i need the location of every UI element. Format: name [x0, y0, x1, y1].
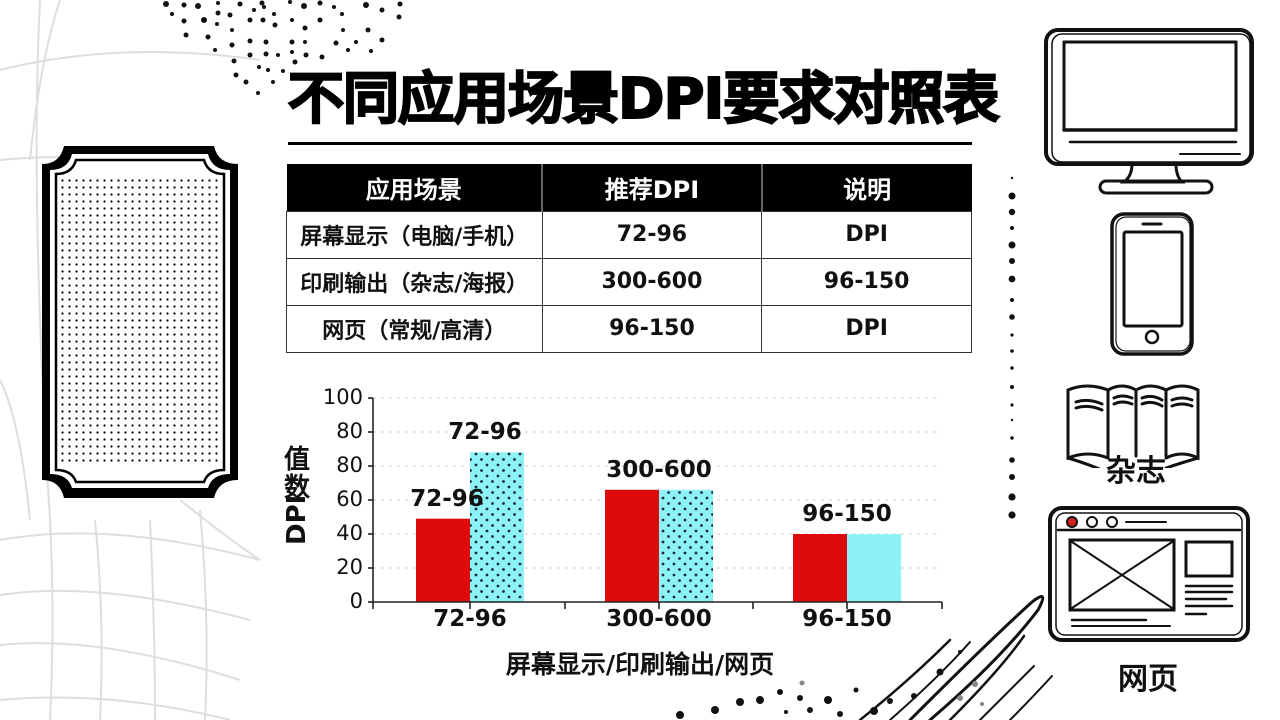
y-tick-label: 20 [336, 555, 363, 579]
cell-dpi: 96-150 [541, 304, 763, 353]
y-tick-label: 80 [336, 419, 363, 443]
header-notes: 说明 [761, 164, 972, 211]
y-axis-label-cn: 值数 [283, 445, 310, 503]
monitor-icon [1044, 28, 1254, 195]
page-title: 不同应用场景DPI要求对照表 [287, 66, 1000, 133]
bar-red-1 [605, 489, 659, 602]
x-tick-label: 300-600 [606, 606, 712, 632]
bar-value-label: 72-96 [448, 419, 522, 446]
halftone-frame-decoration [42, 146, 238, 498]
y-tick-label: 0 [349, 589, 363, 613]
bar-value-label: 72-96 [410, 485, 484, 512]
y-axis-label-en: DPI [282, 494, 312, 545]
phone-icon [1110, 212, 1194, 356]
bar-cyan-1 [659, 489, 713, 602]
bar-value-label: 300-600 [606, 456, 712, 483]
table-header-row: 应用场景 推荐DPI 说明 [286, 164, 972, 211]
cell-notes: 96-150 [761, 257, 972, 306]
bar-cyan-2 [847, 534, 901, 602]
webpage-label: 网页 [1118, 662, 1178, 697]
y-tick-label: 80 [336, 453, 363, 477]
cell-dpi: 72-96 [541, 210, 763, 259]
cell-notes: DPI [761, 210, 972, 259]
cell-dpi: 300-600 [541, 257, 763, 306]
y-tick-label: 60 [336, 487, 363, 511]
title-divider [288, 142, 972, 145]
y-tick-label: 100 [322, 385, 363, 409]
bar-red-2 [793, 534, 847, 602]
dotted-divider [1008, 176, 1016, 519]
webpage-icon [1048, 506, 1250, 642]
table-row: 屏幕显示（电脑/手机） 72-96 DPI [286, 210, 972, 259]
x-axis-label: 屏幕显示/印刷输出/网页 [505, 650, 775, 679]
table-row: 网页（常规/高清） 96-150 DPI [286, 304, 972, 353]
x-tick-label: 72-96 [433, 606, 507, 632]
cell-notes: DPI [761, 304, 972, 353]
cell-scenario: 网页（常规/高清） [286, 304, 543, 353]
y-axis-label: 值数 DPI [282, 445, 312, 545]
bar-value-label: 96-150 [802, 501, 892, 527]
dpi-table: 应用场景 推荐DPI 说明 屏幕显示（电脑/手机） 72-96 DPI 印刷输出… [286, 164, 972, 353]
y-tick-label: 40 [336, 521, 363, 545]
magazine-label: 杂志 [1106, 454, 1166, 489]
bar-cyan-0 [470, 452, 524, 602]
cell-scenario: 印刷输出（杂志/海报） [286, 257, 543, 306]
cell-scenario: 屏幕显示（电脑/手机） [286, 210, 543, 259]
table-row: 印刷输出（杂志/海报） 300-600 96-150 [286, 257, 972, 306]
bar-red-0 [416, 518, 470, 602]
header-scenario: 应用场景 [286, 164, 544, 211]
header-recommended-dpi: 推荐DPI [542, 164, 763, 211]
x-tick-label: 96-150 [802, 606, 892, 632]
